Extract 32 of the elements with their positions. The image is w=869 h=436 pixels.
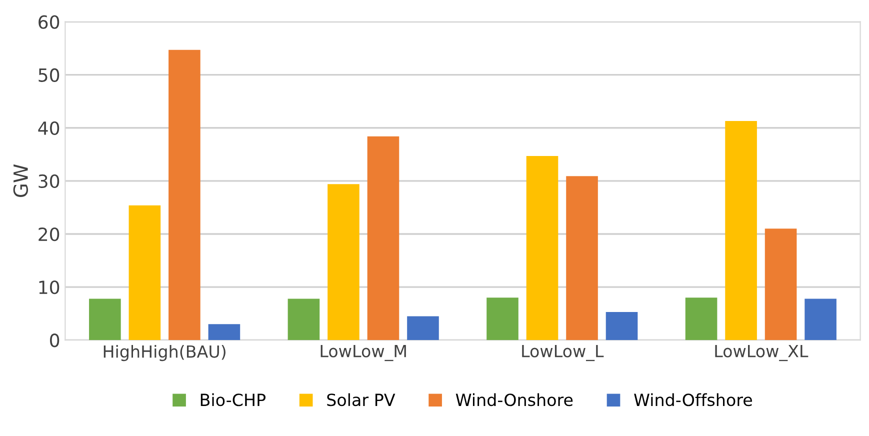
bar (407, 316, 439, 340)
y-tick-label: 60 (38, 15, 60, 29)
legend-label: Solar PV (327, 393, 396, 406)
x-tick-label: LowLow_M (320, 344, 406, 362)
bar (328, 184, 360, 340)
y-axis-title: GW (13, 164, 28, 197)
y-tick-label: 40 (38, 121, 60, 136)
y-tick-label: 0 (50, 334, 60, 348)
bar (208, 324, 240, 340)
legend-label: Wind-Offshore (634, 393, 752, 406)
y-tick-label: 50 (38, 68, 60, 82)
bar (725, 120, 757, 340)
bar (566, 176, 598, 340)
bar (288, 298, 320, 340)
bar (764, 228, 797, 340)
bar (606, 312, 638, 340)
x-tick-label: LowLow_L (522, 344, 604, 362)
bar (367, 136, 400, 340)
bar (526, 156, 558, 340)
legend-label: Bio-CHP (200, 393, 266, 406)
bar (486, 298, 518, 340)
y-tick-label: 30 (38, 174, 60, 188)
y-tick-label: 10 (39, 280, 60, 294)
x-tick-label: HighHigh(BAU) (104, 344, 226, 362)
bar (685, 298, 718, 340)
y-tick-label: 20 (38, 227, 60, 242)
bar (168, 50, 200, 340)
bar (804, 298, 836, 340)
bar (89, 298, 121, 340)
legend-label: Wind-Onshore (456, 393, 573, 406)
bar (128, 205, 161, 340)
x-tick-label: LowLow_XL (715, 344, 808, 362)
